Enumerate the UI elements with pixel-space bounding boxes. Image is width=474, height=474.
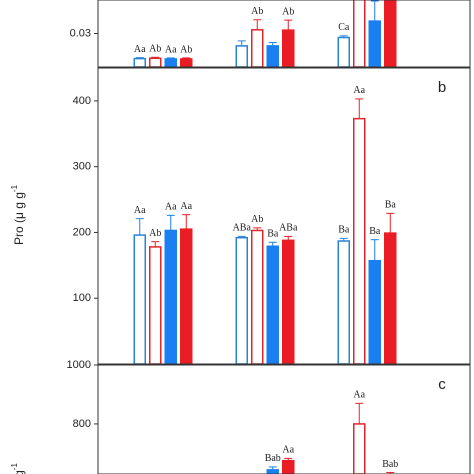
bar — [149, 246, 162, 364]
y-tick-label: 1000 — [67, 359, 91, 371]
y-axis-label-text: Pro (μ g g — [12, 192, 26, 245]
bar — [133, 57, 146, 67]
significance-letter: Ba — [385, 200, 397, 211]
significance-letter: Ab — [149, 228, 161, 239]
bar — [282, 29, 295, 67]
y-axis-label-sup: -1 — [10, 463, 19, 471]
bar — [353, 117, 366, 364]
y-axis-label-text: g — [12, 470, 26, 474]
panel-label: c — [438, 376, 446, 393]
bar — [133, 234, 146, 364]
bar — [266, 45, 279, 67]
significance-letter: ABa — [279, 223, 298, 234]
bar — [353, 423, 366, 474]
significance-letter: Ba — [267, 229, 279, 240]
bar — [164, 58, 177, 67]
y-tick-label: 200 — [73, 226, 91, 238]
significance-letter: Aa — [134, 205, 146, 216]
significance-letter: Ab — [251, 214, 263, 225]
bar — [384, 0, 397, 67]
significance-letter: Aa — [282, 445, 294, 456]
panel-frame — [97, 67, 471, 365]
bar — [180, 228, 193, 364]
bar — [266, 469, 279, 474]
bar — [368, 20, 381, 67]
bar — [337, 36, 350, 67]
significance-letter: Aa — [165, 44, 177, 55]
panel-label: b — [438, 79, 446, 96]
panel: AaCaAbAbAaCaAbAb — [133, 0, 397, 67]
bar — [251, 29, 264, 67]
significance-letter: ABa — [233, 223, 252, 234]
significance-letter: Ba — [369, 226, 381, 237]
significance-letter: Ba — [338, 225, 350, 236]
significance-letter: Ab — [282, 6, 294, 17]
bar — [180, 58, 193, 67]
significance-letter: Aa — [134, 44, 146, 55]
bar — [282, 239, 295, 364]
panel-frame — [97, 364, 471, 474]
bar — [282, 459, 295, 474]
significance-letter: Ca — [338, 22, 350, 33]
y-axis-label: g-1 — [10, 463, 26, 474]
significance-letter: Bab — [265, 453, 281, 464]
bar — [337, 240, 350, 364]
y-tick-label: 800 — [73, 418, 91, 430]
bar — [235, 236, 248, 364]
significance-letter: Ab — [180, 44, 192, 55]
y-tick-label: 0.03 — [70, 27, 91, 39]
significance-letter: Ab — [149, 44, 161, 55]
y-axis-label-sup: -1 — [10, 184, 19, 192]
y-tick-label: 400 — [73, 95, 91, 107]
significance-letter: Ab — [251, 6, 263, 17]
y-tick-label: 100 — [73, 292, 91, 304]
significance-letter: Aa — [165, 202, 177, 213]
significance-letter: Aa — [353, 85, 365, 96]
y-tick-label: 300 — [73, 161, 91, 173]
significance-letter: Aa — [353, 390, 365, 401]
bar — [164, 229, 177, 364]
bar — [368, 259, 381, 364]
significance-letter: Bab — [382, 459, 398, 470]
bar — [266, 245, 279, 364]
bar — [251, 229, 264, 364]
bar — [149, 57, 162, 67]
bar — [235, 45, 248, 67]
significance-letter: Aa — [180, 201, 192, 212]
bar — [384, 232, 397, 364]
bar — [353, 0, 366, 67]
y-axis-label: Pro (μ g g-1 — [10, 184, 26, 245]
